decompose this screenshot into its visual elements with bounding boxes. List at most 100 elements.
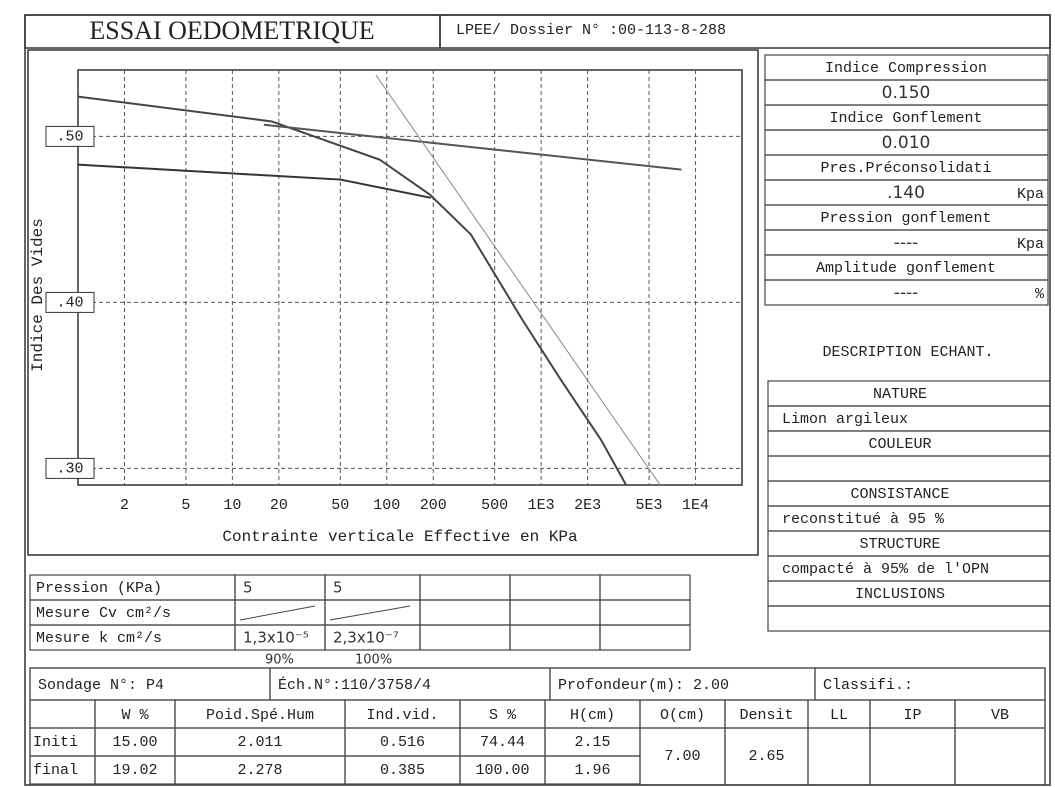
cell-value: 1.96 <box>574 762 610 779</box>
chart-frame <box>27 49 759 556</box>
column-header: IP <box>903 707 921 724</box>
description-heading: CONSISTANCE <box>850 486 949 503</box>
cell <box>599 599 691 626</box>
cell <box>599 624 691 651</box>
column-header: Densit <box>739 707 793 724</box>
row-label: Initi <box>33 734 78 751</box>
cell-value: 2.278 <box>237 762 282 779</box>
result-unit: Kpa <box>1017 236 1044 253</box>
sample-profondeur: Profondeur(m): 2.00 <box>558 677 729 694</box>
hand-stroke <box>329 605 411 621</box>
description-value: reconstitué à 95 % <box>782 511 945 528</box>
x-tick-label: 50 <box>331 497 349 514</box>
title: ESSAI OEDOMETRIQUE <box>89 16 374 45</box>
cell <box>509 624 601 651</box>
cell-value: 2.15 <box>574 734 610 751</box>
merged-value: 2.65 <box>748 748 784 765</box>
x-tick-label: 20 <box>270 497 288 514</box>
cell-value: 0.385 <box>380 762 425 779</box>
description-heading: NATURE <box>873 386 927 403</box>
cell <box>954 727 1046 786</box>
column-header: Poid.Spé.Hum <box>206 707 314 724</box>
curve <box>78 163 432 199</box>
column-header: VB <box>991 707 1009 724</box>
hand-stroke <box>239 605 316 621</box>
cell-value: 0.516 <box>380 734 425 751</box>
curve <box>375 74 661 485</box>
y-tick-label: .30 <box>56 460 83 477</box>
column-header: S % <box>489 707 517 724</box>
dossier-box <box>439 14 1051 49</box>
y-axis-label: Indice Des Vides <box>29 218 47 372</box>
cell-value: 15.00 <box>112 734 157 751</box>
merged-value: 7.00 <box>664 748 700 765</box>
result-value: ---- <box>894 283 919 303</box>
result-unit: Kpa <box>1017 186 1044 203</box>
y-tick-box <box>45 457 95 479</box>
description-value: Limon argileux <box>782 411 908 428</box>
result-label: Indice Gonflement <box>829 110 982 127</box>
x-tick-label: 200 <box>420 497 447 514</box>
cell <box>419 574 511 601</box>
result-value: 0.010 <box>882 133 931 153</box>
x-tick-label: 100 <box>373 497 400 514</box>
cell <box>764 279 1049 306</box>
curve <box>263 123 682 171</box>
y-tick-box <box>45 125 95 147</box>
sample-sondage: Sondage N°: P4 <box>38 677 164 694</box>
column-header: LL <box>830 707 848 724</box>
measure-value: 1,3x10⁻⁵ <box>243 629 309 647</box>
cell <box>509 599 601 626</box>
cell <box>767 455 1051 482</box>
description-heading: INCLUSIONS <box>855 586 945 603</box>
description-value: compacté à 95% de l'OPN <box>782 561 989 578</box>
description-title: DESCRIPTION ECHANT. <box>822 344 993 361</box>
measure-label: Mesure Cv cm²/s <box>36 605 171 622</box>
column-header: O(cm) <box>660 707 705 724</box>
result-label: Pres.Préconsolidati <box>820 160 991 177</box>
curve <box>78 95 627 485</box>
x-tick-label: 2 <box>120 497 129 514</box>
measure-note: 100% <box>355 653 392 668</box>
measure-label: Mesure k cm²/s <box>36 630 162 647</box>
cell-value: 19.02 <box>112 762 157 779</box>
description-heading: COULEUR <box>868 436 931 453</box>
cell <box>419 624 511 651</box>
result-label: Amplitude gonflement <box>816 260 996 277</box>
cell <box>29 699 96 729</box>
cell <box>869 727 956 786</box>
column-header: H(cm) <box>570 707 615 724</box>
measure-label: Pression (KPa) <box>36 580 162 597</box>
result-value: .140 <box>887 183 925 203</box>
cell <box>767 605 1051 632</box>
cell-value: 100.00 <box>475 762 529 779</box>
y-tick-label: .50 <box>56 128 83 145</box>
measure-value: 2,3x10⁻⁷ <box>333 629 399 647</box>
x-tick-label: 1E4 <box>682 497 709 514</box>
x-tick-label: 2E3 <box>574 497 601 514</box>
measure-note: 90% <box>265 653 294 668</box>
cell <box>509 574 601 601</box>
plot-lines <box>78 74 682 485</box>
result-value: ---- <box>894 233 919 253</box>
x-tick-label: 500 <box>481 497 508 514</box>
cell-value: 2.011 <box>237 734 282 751</box>
cell <box>599 574 691 601</box>
measure-value: 5 <box>243 579 253 597</box>
result-label: Pression gonflement <box>820 210 991 227</box>
column-header: Ind.vid. <box>366 707 438 724</box>
sample-classif: Classifi.: <box>823 677 913 694</box>
cell <box>419 599 511 626</box>
result-value: 0.150 <box>882 83 931 103</box>
x-axis-label: Contrainte verticale Effective en KPa <box>222 528 578 546</box>
cell <box>807 727 871 786</box>
description-heading: STRUCTURE <box>859 536 940 553</box>
cell-value: 74.44 <box>480 734 525 751</box>
x-tick-label: 5 <box>181 497 190 514</box>
y-tick-box <box>45 291 95 313</box>
sample-ech: Éch.N°:110/3758/4 <box>278 676 431 694</box>
x-tick-label: 10 <box>223 497 241 514</box>
x-tick-label: 1E3 <box>528 497 555 514</box>
x-tick-label: 5E3 <box>636 497 663 514</box>
